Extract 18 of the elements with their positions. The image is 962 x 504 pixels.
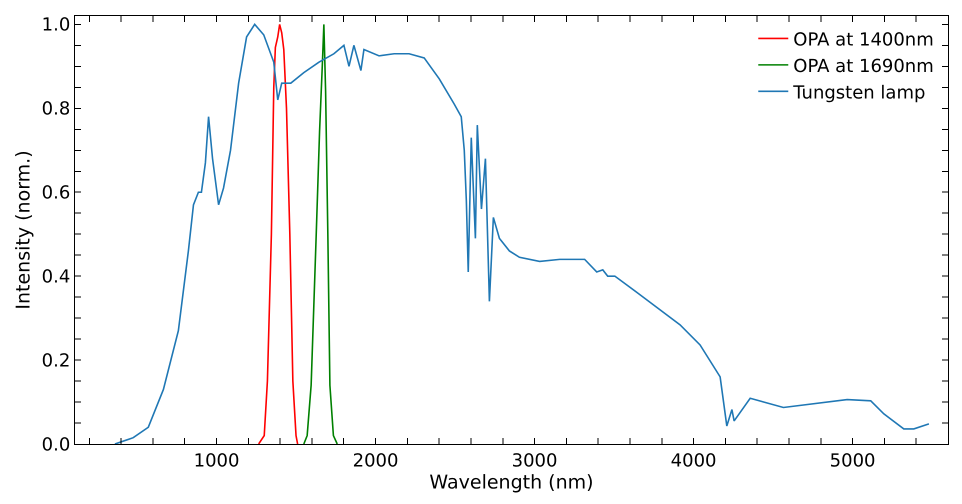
- legend-label: OPA at 1400nm: [793, 30, 934, 50]
- y-tick-label: 0.2: [42, 350, 70, 372]
- x-tick-label: 5000: [830, 450, 876, 472]
- line-series: [258, 24, 298, 444]
- legend-label: Tungsten lamp: [792, 82, 926, 104]
- x-axis-title: Wavelength (nm): [429, 472, 594, 494]
- y-tick-label: 0.4: [42, 266, 70, 288]
- y-tick-label: 0.0: [42, 434, 70, 456]
- x-tick-label: 1000: [194, 450, 240, 472]
- x-tick-label: 2000: [352, 450, 398, 472]
- y-tick-label: 0.8: [42, 98, 70, 120]
- legend-label: OPA at 1690nm: [793, 56, 934, 77]
- y-axis-title: Intensity (norm.): [12, 150, 35, 310]
- line-series: [303, 24, 338, 444]
- x-tick-label: 4000: [670, 450, 716, 472]
- y-tick-label: 0.6: [42, 182, 70, 204]
- y-tick-label: 1.0: [42, 14, 70, 36]
- x-tick-label: 3000: [512, 450, 558, 472]
